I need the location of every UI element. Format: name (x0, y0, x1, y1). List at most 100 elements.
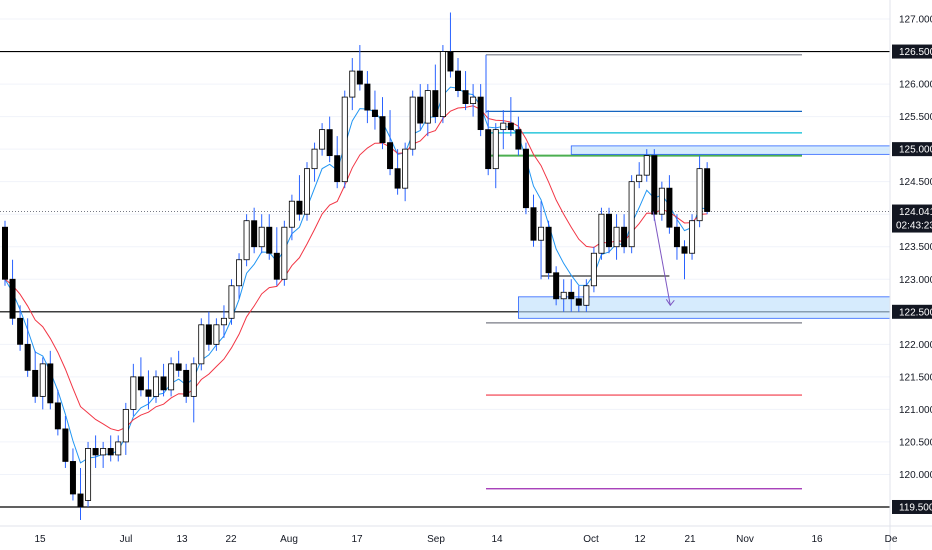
price-tag-label: 119.500 (899, 502, 932, 513)
candle-body (613, 226, 620, 248)
candle-body (538, 226, 545, 241)
price-tag: 126.500 (892, 44, 932, 59)
price-tag-bg (892, 204, 932, 233)
candle-body (424, 90, 431, 124)
price-tag-label: 126.500 (899, 47, 932, 58)
candle-body (145, 389, 152, 397)
price-tick-label: 120.500 (899, 437, 932, 448)
candle-body (168, 363, 175, 391)
ema-fast-line (4, 86, 708, 464)
candle-body (296, 200, 303, 215)
projection-arrow[interactable] (652, 211, 671, 306)
candles (2, 12, 711, 520)
price-tick-label: 126.000 (899, 80, 932, 91)
candle-body (77, 493, 84, 508)
price-tick-label: 123.500 (899, 242, 932, 253)
candle-body (24, 343, 31, 371)
candle-body (394, 168, 401, 189)
time-tick-label: Sep (427, 534, 445, 545)
candle-body (152, 376, 159, 397)
candle-body (598, 213, 605, 254)
candle-body (47, 363, 54, 404)
candle-body (205, 324, 212, 345)
candle-body (62, 428, 69, 462)
candle-body (85, 448, 92, 501)
candle-body (266, 226, 273, 254)
candle-body (32, 369, 39, 397)
price-tag-label: 124.041 (899, 207, 932, 218)
candle-body (236, 259, 243, 287)
demand-supply-zones[interactable] (518, 145, 891, 319)
time-tick-label: Oct (583, 534, 599, 545)
ema-slow-line (4, 105, 708, 432)
candle-body (2, 226, 8, 280)
candle-body (500, 122, 507, 131)
price-tag: 125.000 (892, 142, 932, 157)
candle-body (137, 376, 144, 391)
candle-body (447, 51, 454, 72)
candle-body (689, 220, 696, 254)
candle-body (439, 51, 446, 118)
candle-body (251, 220, 258, 248)
annotations[interactable] (652, 211, 675, 307)
candle-body (379, 116, 386, 144)
price-tick-label: 123.000 (899, 275, 932, 286)
candle-body (553, 272, 560, 300)
moving-averages (4, 86, 708, 464)
candle-body (673, 226, 680, 248)
candle-body (515, 129, 522, 150)
candle-body (364, 83, 371, 111)
candle-body (303, 168, 310, 215)
price-tag-bg (892, 44, 932, 59)
candle-body (258, 226, 265, 248)
candle-body (628, 181, 635, 248)
candle-body (696, 168, 703, 222)
time-tick-label: 14 (491, 534, 503, 545)
time-tick-label: Nov (736, 534, 754, 545)
candle-body (530, 207, 537, 241)
time-tick-label: 12 (634, 534, 646, 545)
price-tag-bg (892, 499, 932, 514)
candle-body (477, 96, 484, 131)
price-tick-label: 120.000 (899, 470, 932, 481)
candle-body (175, 363, 182, 371)
candle-body (243, 220, 250, 261)
candle-body (658, 187, 665, 215)
time-tick-label: 13 (176, 534, 188, 545)
candle-body (492, 129, 499, 170)
candle-body (575, 298, 582, 306)
time-tick-label: 17 (351, 534, 363, 545)
candle-body (643, 155, 650, 176)
price-tags: 126.500 125.000 124.041 02:43:23 122.500 119.… (892, 44, 932, 514)
candle-body (130, 376, 137, 410)
time-tick-label: 15 (34, 534, 46, 545)
candle-body (122, 408, 129, 443)
time-axis[interactable]: 15 Jul 13 22 Aug 17 Sep 14 Oct 12 21 Nov 16 De (34, 534, 897, 545)
candle-body (470, 96, 477, 104)
candle-body (17, 317, 24, 345)
candle-body (220, 317, 227, 326)
horizontal-levels[interactable] (0, 50, 890, 508)
candle-body (213, 324, 220, 345)
candle-body (651, 155, 658, 215)
candle-body (281, 226, 288, 280)
candle-body (100, 448, 107, 456)
time-tick-label: Aug (280, 534, 298, 545)
price-zone[interactable] (570, 145, 891, 155)
candle-body (545, 226, 552, 274)
candle-body (319, 129, 326, 150)
candle-body (666, 187, 673, 228)
time-tick-label: 16 (811, 534, 823, 545)
candle-body (568, 291, 575, 300)
price-zone[interactable] (518, 296, 891, 319)
candle-body (432, 90, 439, 118)
candle-body (273, 252, 280, 280)
price-tick-label: 124.500 (899, 177, 932, 188)
candle-body (288, 200, 295, 228)
time-tick-label: 22 (225, 534, 237, 545)
candle-body (583, 285, 590, 306)
candle-body (636, 174, 643, 183)
price-tag: 119.500 (892, 499, 932, 514)
price-tag: 122.500 (892, 304, 932, 319)
